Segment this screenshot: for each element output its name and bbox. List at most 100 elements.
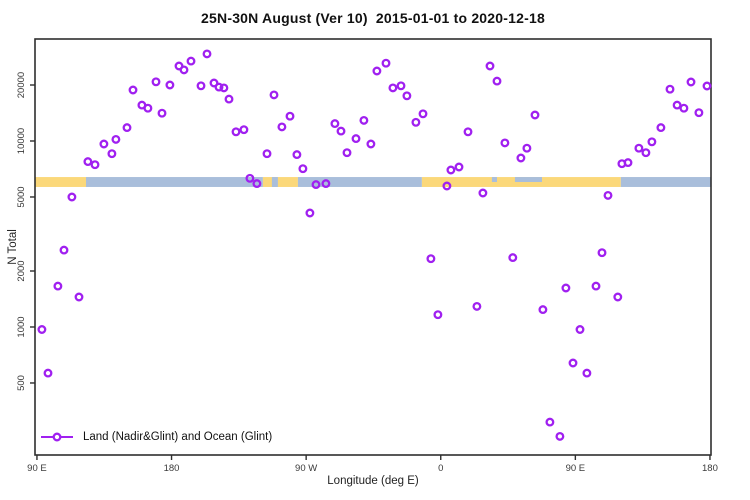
data-point (656, 123, 666, 133)
data-point (454, 162, 464, 172)
band-segment-land (35, 177, 86, 187)
data-point (252, 179, 262, 189)
legend: Land (Nadir&Glint) and Ocean (Glint) (40, 430, 272, 444)
x-tick-label: 90 W (295, 463, 317, 474)
data-point (402, 91, 412, 101)
data-point (555, 431, 565, 441)
band-inlet-ocean (271, 177, 278, 187)
y-tick-label: 1000 (16, 316, 27, 337)
data-point (74, 292, 84, 302)
data-point (582, 368, 592, 378)
data-point (202, 49, 212, 59)
data-point (179, 65, 189, 75)
data-point (665, 84, 675, 94)
data-point (478, 188, 488, 198)
data-point (463, 127, 473, 137)
data-point (43, 368, 53, 378)
data-point (530, 110, 540, 120)
data-point (143, 103, 153, 113)
data-point (672, 100, 682, 110)
data-point (83, 157, 93, 167)
x-tick-label: 0 (438, 463, 443, 474)
data-point (647, 137, 657, 147)
data-point (538, 305, 548, 315)
data-point (59, 245, 69, 255)
data-point (165, 80, 175, 90)
data-point (99, 139, 109, 149)
y-tick-label: 2000 (16, 260, 27, 281)
x-tick-label: 90 E (27, 463, 47, 474)
data-point (214, 82, 224, 92)
data-point (522, 143, 532, 153)
x-axis-title: Longitude (deg E) (327, 475, 419, 487)
data-point (311, 180, 321, 190)
data-point (111, 134, 121, 144)
data-point (591, 281, 601, 291)
x-tick-label: 180 (164, 463, 180, 474)
data-point (53, 281, 63, 291)
data-point (277, 122, 287, 132)
data-point (694, 108, 704, 118)
y-axis-title: N Total (7, 229, 19, 265)
data-point (351, 134, 361, 144)
data-point (679, 103, 689, 113)
data-point (561, 283, 571, 293)
data-point (151, 77, 161, 87)
data-point (196, 81, 206, 91)
x-tick-label: 90 E (566, 463, 586, 474)
data-point (245, 173, 255, 183)
y-tick-label: 500 (16, 375, 27, 391)
band-inlet-ocean (514, 177, 542, 183)
data-point (269, 90, 279, 100)
data-point (472, 301, 482, 311)
chart-title: 25N-30N August (Ver 10) 2015-01-01 to 20… (201, 10, 545, 26)
data-point (623, 158, 633, 168)
data-point (634, 143, 644, 153)
data-point (67, 192, 77, 202)
data-point (702, 81, 712, 91)
data-point (485, 61, 495, 71)
band-inlet-ocean (491, 177, 497, 183)
y-tick-label: 20000 (16, 72, 27, 98)
data-point (545, 417, 555, 427)
data-point (224, 94, 234, 104)
data-point (336, 126, 346, 136)
data-point (603, 190, 613, 200)
legend-label: Land (Nadir&Glint) and Ocean (Glint) (83, 431, 273, 443)
data-point (107, 149, 117, 159)
data-point (433, 310, 443, 320)
data-point (298, 164, 308, 174)
legend-marker-icon (41, 432, 73, 442)
data-point (372, 66, 382, 76)
data-point (366, 139, 376, 149)
data-point (568, 358, 578, 368)
data-point (575, 325, 585, 334)
x-tick-label: 180 (702, 463, 718, 474)
data-point (330, 119, 340, 129)
data-point (219, 83, 229, 93)
data-point (613, 292, 623, 302)
data-point (442, 181, 452, 191)
data-point (597, 248, 607, 258)
data-point (426, 254, 436, 264)
data-point (418, 109, 428, 119)
data-point (239, 125, 249, 135)
data-point (321, 179, 331, 189)
data-point (157, 108, 167, 118)
data-point (122, 123, 132, 133)
data-point (292, 150, 302, 160)
data-point (641, 148, 651, 158)
y-tick-label: 10000 (16, 128, 27, 154)
band-segment-ocean (297, 177, 422, 187)
data-point (305, 208, 315, 218)
data-point (37, 325, 47, 334)
data-point (359, 115, 369, 125)
data-point (186, 56, 196, 66)
plot-border (34, 38, 712, 456)
data-point (262, 149, 272, 159)
data-point (285, 111, 295, 121)
data-point (446, 165, 456, 175)
data-point (411, 117, 421, 127)
y-tick-label: 5000 (16, 186, 27, 207)
